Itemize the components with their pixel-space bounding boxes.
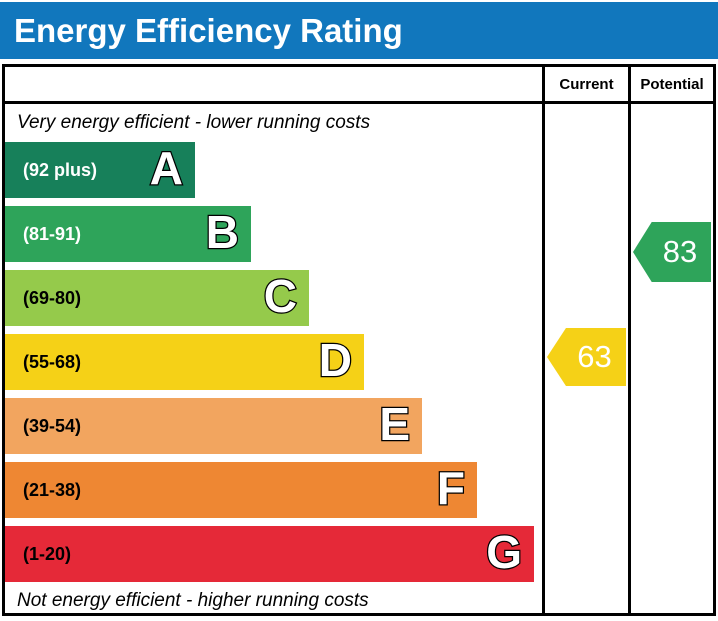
band-range-label: (92 plus) — [23, 159, 98, 180]
band-bar-C: (69-80) C — [5, 270, 309, 326]
current-column-label: Current — [559, 75, 614, 93]
band-letter: D — [318, 334, 354, 386]
header-cell-potential: Potential — [628, 67, 713, 101]
band-letter: E — [378, 398, 411, 450]
potential-column-label: Potential — [640, 75, 704, 93]
band-letter: C — [263, 270, 299, 322]
table-body-row: Very energy efficient - lower running co… — [5, 104, 713, 613]
bottom-note: Not energy efficient - higher running co… — [17, 590, 369, 611]
band-row-A: (92 plus) A — [5, 142, 542, 198]
band-range-label: (1-20) — [23, 543, 72, 564]
title-bar: Energy Efficiency Rating — [0, 2, 718, 59]
bands-column: Very energy efficient - lower running co… — [5, 104, 542, 613]
band-row-C: (69-80) C — [5, 270, 542, 326]
band-row-E: (39-54) E — [5, 398, 542, 454]
band-bar-B: (81-91) B — [5, 206, 251, 262]
band-range-label: (81-91) — [23, 223, 82, 244]
potential-rating-arrow: 83 — [633, 222, 711, 282]
current-column: 63 — [542, 104, 628, 613]
band-row-F: (21-38) F — [5, 462, 542, 518]
top-note: Very energy efficient - lower running co… — [17, 112, 371, 133]
band-range-label: (21-38) — [23, 479, 82, 500]
band-range-label: (55-68) — [23, 351, 82, 372]
band-row-G: (1-20) G — [5, 526, 542, 582]
table-header-row: Current Potential — [5, 67, 713, 104]
band-letter: F — [436, 462, 467, 514]
band-row-B: (81-91) B — [5, 206, 542, 262]
band-range-label: (69-80) — [23, 287, 82, 308]
rating-bands: (92 plus) A (81-91) B (69-80) C (55-68) D (39-54… — [5, 142, 542, 590]
band-bar-A: (92 plus) A — [5, 142, 195, 198]
current-rating-arrow-value: 63 — [577, 339, 612, 374]
band-letter: A — [149, 142, 185, 194]
band-bar-E: (39-54) E — [5, 398, 422, 454]
header-cell-current: Current — [542, 67, 628, 101]
header-cell-bands — [5, 67, 542, 101]
page-title: Energy Efficiency Rating — [14, 11, 403, 49]
band-bar-G: (1-20) G — [5, 526, 534, 582]
band-row-D: (55-68) D — [5, 334, 542, 390]
band-range-label: (39-54) — [23, 415, 82, 436]
potential-rating-arrow-value: 83 — [662, 234, 698, 269]
current-rating-arrow: 63 — [547, 328, 626, 386]
band-letter: B — [205, 206, 241, 258]
energy-rating-table: Current Potential Very energy efficient … — [2, 64, 716, 616]
band-letter: G — [485, 526, 523, 578]
band-bar-D: (55-68) D — [5, 334, 364, 390]
potential-column: 83 — [628, 104, 713, 613]
band-bar-F: (21-38) F — [5, 462, 477, 518]
